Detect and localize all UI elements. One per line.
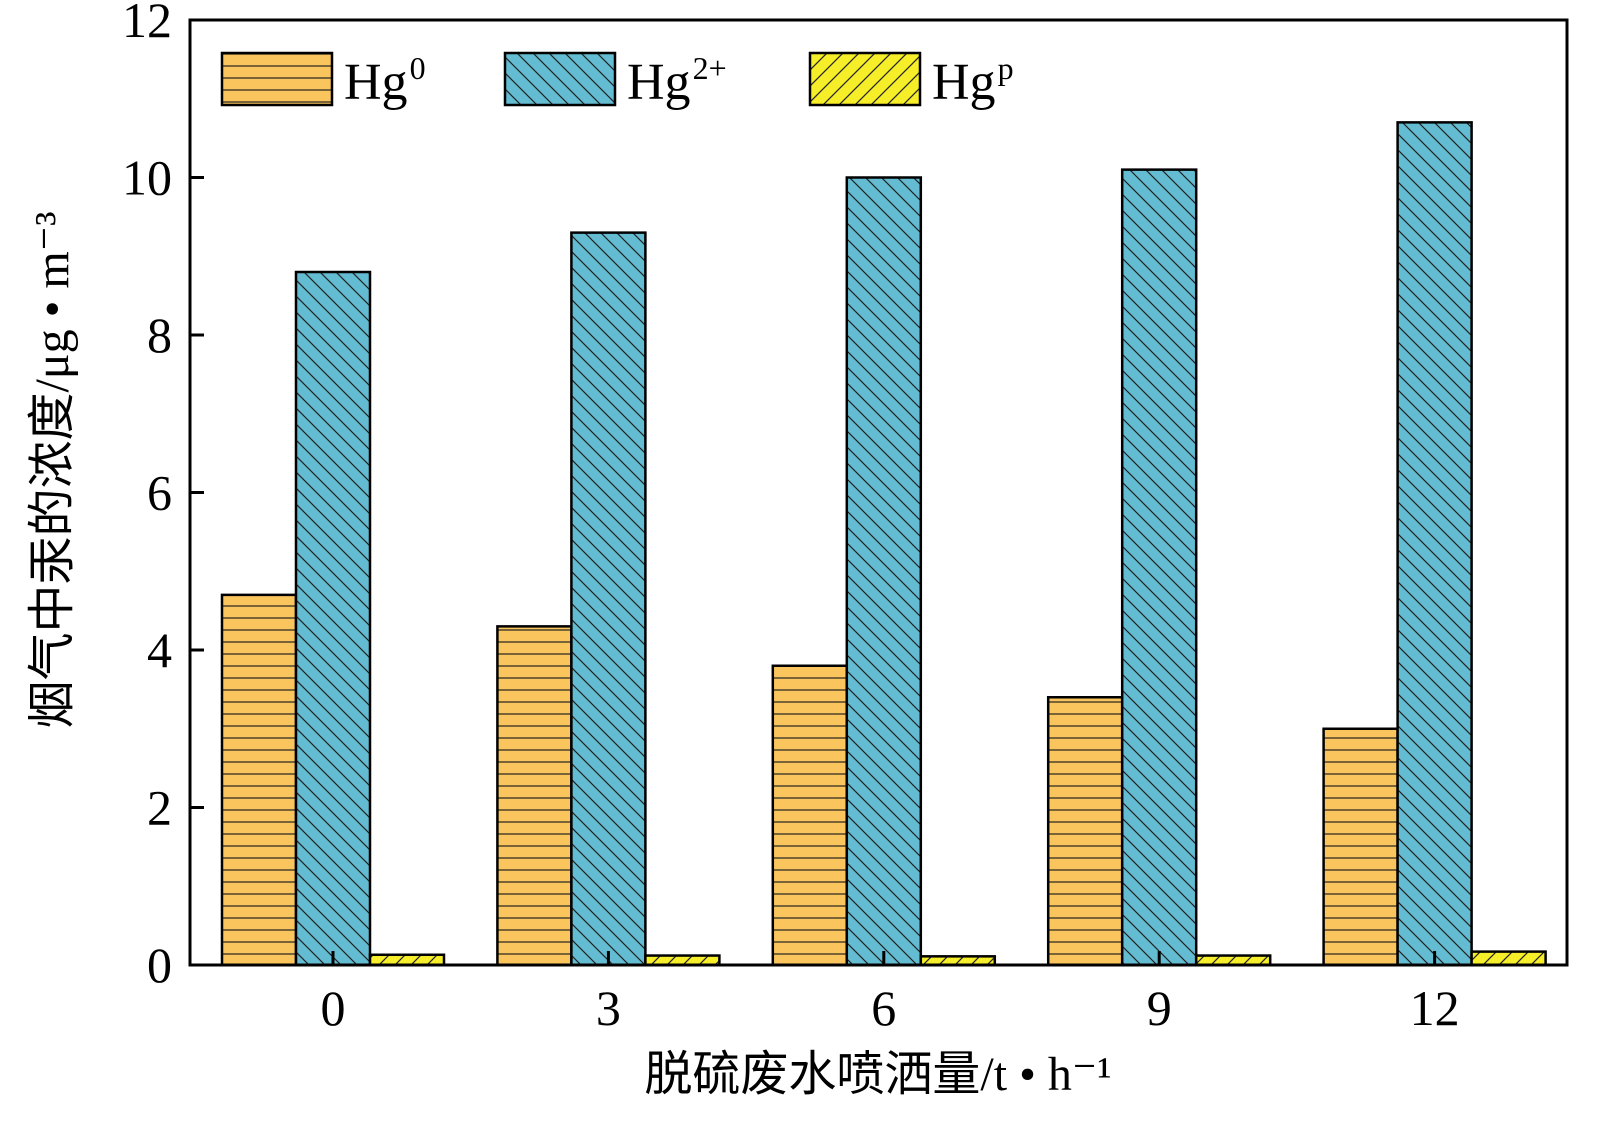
legend-label-2: Hgp — [932, 50, 1014, 111]
y-tick-label-8: 8 — [147, 307, 172, 363]
bar-hg0-12 — [1322, 727, 1399, 967]
bar-hgp-0 — [368, 953, 446, 967]
legend: Hg0 Hg2+ Hgp — [220, 50, 1014, 111]
bar-hg2-9 — [1120, 168, 1198, 967]
bar-hg2-12 — [1396, 121, 1473, 967]
legend-label-base-0: Hg — [344, 54, 408, 111]
x-tick-label-0: 0 — [321, 980, 346, 1036]
x-axis-label: 脱硫废水喷洒量/t • h⁻¹ — [644, 1048, 1111, 1101]
legend-label-base-1: Hg — [627, 54, 691, 111]
y-tick-label-4: 4 — [147, 622, 172, 678]
x-tick-label-6: 6 — [871, 980, 896, 1036]
axes-layer: 0 2 4 6 8 10 12 0 3 6 9 12 — [122, 0, 1569, 1036]
x-tick-label-9: 9 — [1147, 980, 1172, 1036]
bar-hg0-6 — [771, 664, 849, 967]
bar-hg2-3 — [570, 231, 647, 967]
bars-layer — [220, 121, 1547, 967]
legend-swatch-2 — [808, 51, 922, 107]
bar-hg0-9 — [1046, 696, 1124, 967]
x-tick-label-3: 3 — [596, 980, 621, 1036]
x-tick-label-12: 12 — [1410, 980, 1460, 1036]
legend-label-base-2: Hg — [932, 54, 996, 111]
y-tick-label-10: 10 — [122, 150, 172, 206]
y-tick-label-0: 0 — [147, 937, 172, 993]
y-tick-label-2: 2 — [147, 780, 172, 836]
legend-label-1: Hg2+ — [627, 50, 727, 111]
y-tick-label-6: 6 — [147, 465, 172, 521]
legend-label-sup-0: 0 — [410, 50, 426, 86]
bar-hg0-0 — [220, 593, 298, 967]
legend-label-sup-2: p — [998, 50, 1014, 86]
y-axis-label: 烟气中汞的浓度/μg • m⁻³ — [26, 212, 79, 729]
legend-swatch-0 — [220, 51, 334, 107]
bar-hg0-3 — [496, 625, 573, 967]
legend-label-sup-1: 2+ — [693, 50, 727, 86]
bar-hg2-0 — [294, 270, 372, 967]
bar-hgp-12 — [1470, 950, 1547, 967]
y-tick-label-12: 12 — [122, 0, 172, 48]
legend-swatch-1 — [503, 51, 617, 107]
bar-hg2-6 — [845, 176, 923, 967]
legend-label-0: Hg0 — [344, 50, 426, 111]
